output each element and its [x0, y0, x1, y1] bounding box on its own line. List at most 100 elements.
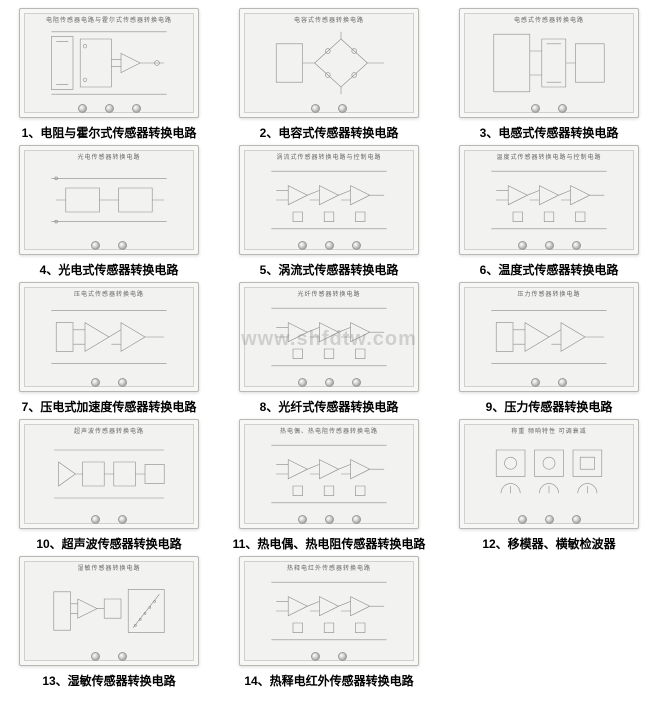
panel-title: 光电传感器转换电路: [20, 152, 198, 161]
panel: 热释电红外传感器转换电路: [239, 556, 419, 666]
caption: 5、涡流式传感器转换电路: [260, 261, 399, 278]
jack-row: [240, 652, 418, 661]
jack-row: [20, 241, 198, 250]
jack: [298, 515, 307, 524]
jack-row: [240, 241, 418, 250]
jack: [298, 378, 307, 387]
module-cell: 压力传感器转换电路 9、压力传感器转换电路: [448, 282, 650, 415]
caption: 1、电阻与霍尔式传感器转换电路: [22, 124, 197, 141]
jack-row: [460, 241, 638, 250]
jack: [91, 515, 100, 524]
panel: 涡流式传感器转换电路与控制电路: [239, 145, 419, 255]
jack: [132, 104, 141, 113]
panel: 超声波传感器转换电路: [19, 419, 199, 529]
jack: [311, 104, 320, 113]
schematic: [470, 301, 628, 373]
caption: 4、光电式传感器转换电路: [40, 261, 179, 278]
jack: [325, 378, 334, 387]
jack: [311, 652, 320, 661]
panel: 压电式传感器转换电路: [19, 282, 199, 392]
jack: [352, 378, 361, 387]
module-cell: 电容式传感器转换电路 2、电容式传感器转换电路: [228, 8, 430, 141]
panel: 电容式传感器转换电路: [239, 8, 419, 118]
schematic: [30, 575, 188, 647]
panel: 温度式传感器转换电路与控制电路: [459, 145, 639, 255]
panel: 光电传感器转换电路: [19, 145, 199, 255]
jack: [118, 241, 127, 250]
panel: 压力传感器转换电路: [459, 282, 639, 392]
jack: [545, 515, 554, 524]
jack: [518, 241, 527, 250]
jack: [91, 652, 100, 661]
module-cell: 涡流式传感器转换电路与控制电路 5、涡流式传感器转换电路: [228, 145, 430, 278]
panel-title: 超声波传感器转换电路: [20, 426, 198, 435]
schematic: [250, 301, 408, 373]
caption: 11、热电偶、热电阻传感器转换电路: [233, 535, 426, 552]
caption: 3、电感式传感器转换电路: [480, 124, 619, 141]
jack: [325, 515, 334, 524]
schematic: [30, 301, 188, 373]
schematic: [250, 575, 408, 647]
jack-row: [240, 515, 418, 524]
module-cell: 温度式传感器转换电路与控制电路 6、温度式传感器转换电路: [448, 145, 650, 278]
jack: [352, 241, 361, 250]
jack-row: [460, 515, 638, 524]
schematic: [30, 164, 188, 236]
module-cell: 热电偶、热电阻传感器转换电路 11、热电偶、热电阻传感器转换电路: [228, 419, 430, 552]
jack: [558, 104, 567, 113]
jack: [338, 104, 347, 113]
module-cell: 光纤传感器转换电路 8、光纤式传感器转换电路: [228, 282, 430, 415]
jack: [531, 378, 540, 387]
panel-title: 光纤传感器转换电路: [240, 289, 418, 298]
jack: [298, 241, 307, 250]
panel: 电感式传感器转换电路: [459, 8, 639, 118]
jack-row: [20, 515, 198, 524]
panel-title: 电阻传感器电路与霍尔式传感器转换电路: [20, 15, 198, 24]
jack: [78, 104, 87, 113]
panel-title: 压电式传感器转换电路: [20, 289, 198, 298]
module-cell: 电阻传感器电路与霍尔式传感器转换电路 1、电阻与霍尔式传感器转换电路: [8, 8, 210, 141]
jack-row: [20, 652, 198, 661]
jack-row: [240, 378, 418, 387]
jack: [518, 515, 527, 524]
panel: 电阻传感器电路与霍尔式传感器转换电路: [19, 8, 199, 118]
jack: [545, 241, 554, 250]
panel-title: 湿敏传感器转换电路: [20, 563, 198, 572]
module-cell: 湿敏传感器转换电路 13、湿敏传感器转换电路: [8, 556, 210, 689]
jack: [325, 241, 334, 250]
panel-title: 压力传感器转换电路: [460, 289, 638, 298]
schematic: [250, 164, 408, 236]
jack: [91, 378, 100, 387]
panel: 湿敏传感器转换电路: [19, 556, 199, 666]
jack: [118, 515, 127, 524]
jack: [118, 652, 127, 661]
jack: [105, 104, 114, 113]
jack-row: [20, 104, 198, 113]
caption: 13、湿敏传感器转换电路: [42, 672, 175, 689]
panel-title: 电容式传感器转换电路: [240, 15, 418, 24]
caption: 12、移模器、横敏检波器: [482, 535, 615, 552]
module-cell: 超声波传感器转换电路 10、超声波传感器转换电路: [8, 419, 210, 552]
jack: [572, 241, 581, 250]
panel-title: 电感式传感器转换电路: [460, 15, 638, 24]
caption: 10、超声波传感器转换电路: [36, 535, 181, 552]
panel: 称重 频响特性 可调衰减: [459, 419, 639, 529]
jack: [558, 378, 567, 387]
module-cell: 热释电红外传感器转换电路 14、热释电红外传感器转换电路: [228, 556, 430, 689]
schematic: [250, 27, 408, 99]
schematic: [470, 164, 628, 236]
caption: 14、热释电红外传感器转换电路: [244, 672, 413, 689]
jack-row: [20, 378, 198, 387]
jack: [531, 104, 540, 113]
module-cell: 称重 频响特性 可调衰减 12、移模器、横敏检波器: [448, 419, 650, 552]
schematic: [30, 27, 188, 99]
caption: 6、温度式传感器转换电路: [480, 261, 619, 278]
panel-title: 温度式传感器转换电路与控制电路: [460, 152, 638, 161]
jack: [118, 378, 127, 387]
schematic: [470, 27, 628, 99]
panel-title: 涡流式传感器转换电路与控制电路: [240, 152, 418, 161]
schematic: [470, 438, 628, 510]
caption: 8、光纤式传感器转换电路: [260, 398, 399, 415]
panel-title: 称重 频响特性 可调衰减: [460, 426, 638, 435]
jack-row: [460, 104, 638, 113]
